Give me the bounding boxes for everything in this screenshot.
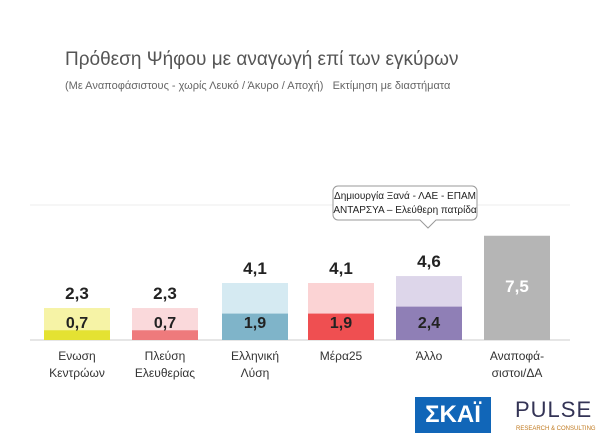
value-label-lower: 0,7 (154, 315, 176, 332)
x-tick-label: Αναποφά-σιστοι/ΔΑ (490, 349, 544, 380)
annotation: Δημιουργία Ξανά - ΛΑΕ - ΕΠΑΜ ΑΝΤΑΡΣΥΑ – Ε… (333, 190, 477, 216)
x-tick-label: Ελληνική Λύση (231, 349, 279, 380)
logo-skai: ΣΚΑΪ (425, 401, 482, 428)
value-label-upper: 2,3 (65, 285, 89, 304)
chart-subtitle: (Με Αναποφάσιστους - χωρίς Λευκό / Άκυρο… (65, 80, 451, 92)
value-label-lower: 1,9 (244, 315, 266, 332)
x-tick-label: Άλλο (416, 349, 443, 363)
value-label: 7,5 (505, 277, 529, 296)
value-label-upper: 2,3 (153, 285, 177, 304)
x-tick-label: Ενωση Κεντρώων (49, 349, 105, 380)
bar-lower (132, 330, 198, 340)
bar-upper (484, 235, 550, 340)
x-tick-label: Πλεύση Ελευθερίας (135, 349, 195, 380)
x-tick-label: Μέρα25 (320, 349, 363, 363)
annotation-box (332, 185, 478, 229)
bar-lower (44, 330, 110, 340)
bar-lower (308, 313, 374, 340)
logo-box (415, 397, 491, 433)
value-label-lower: 2,4 (418, 315, 440, 332)
bar-lower (396, 306, 462, 340)
logo-pulse: PULSE (515, 397, 592, 422)
value-label-upper: 4,6 (417, 253, 441, 272)
value-label-lower: 1,9 (330, 315, 352, 332)
value-label-upper: 4,1 (329, 259, 353, 278)
logo-pulse-sub: RESEARCH & CONSULTING (516, 426, 596, 432)
bar-lower (222, 313, 288, 340)
value-label-upper: 4,1 (243, 259, 267, 278)
chart-title: Πρόθεση Ψήφου με αναγωγή επί των εγκύρων (65, 49, 458, 70)
value-label-lower: 0,7 (66, 315, 88, 332)
